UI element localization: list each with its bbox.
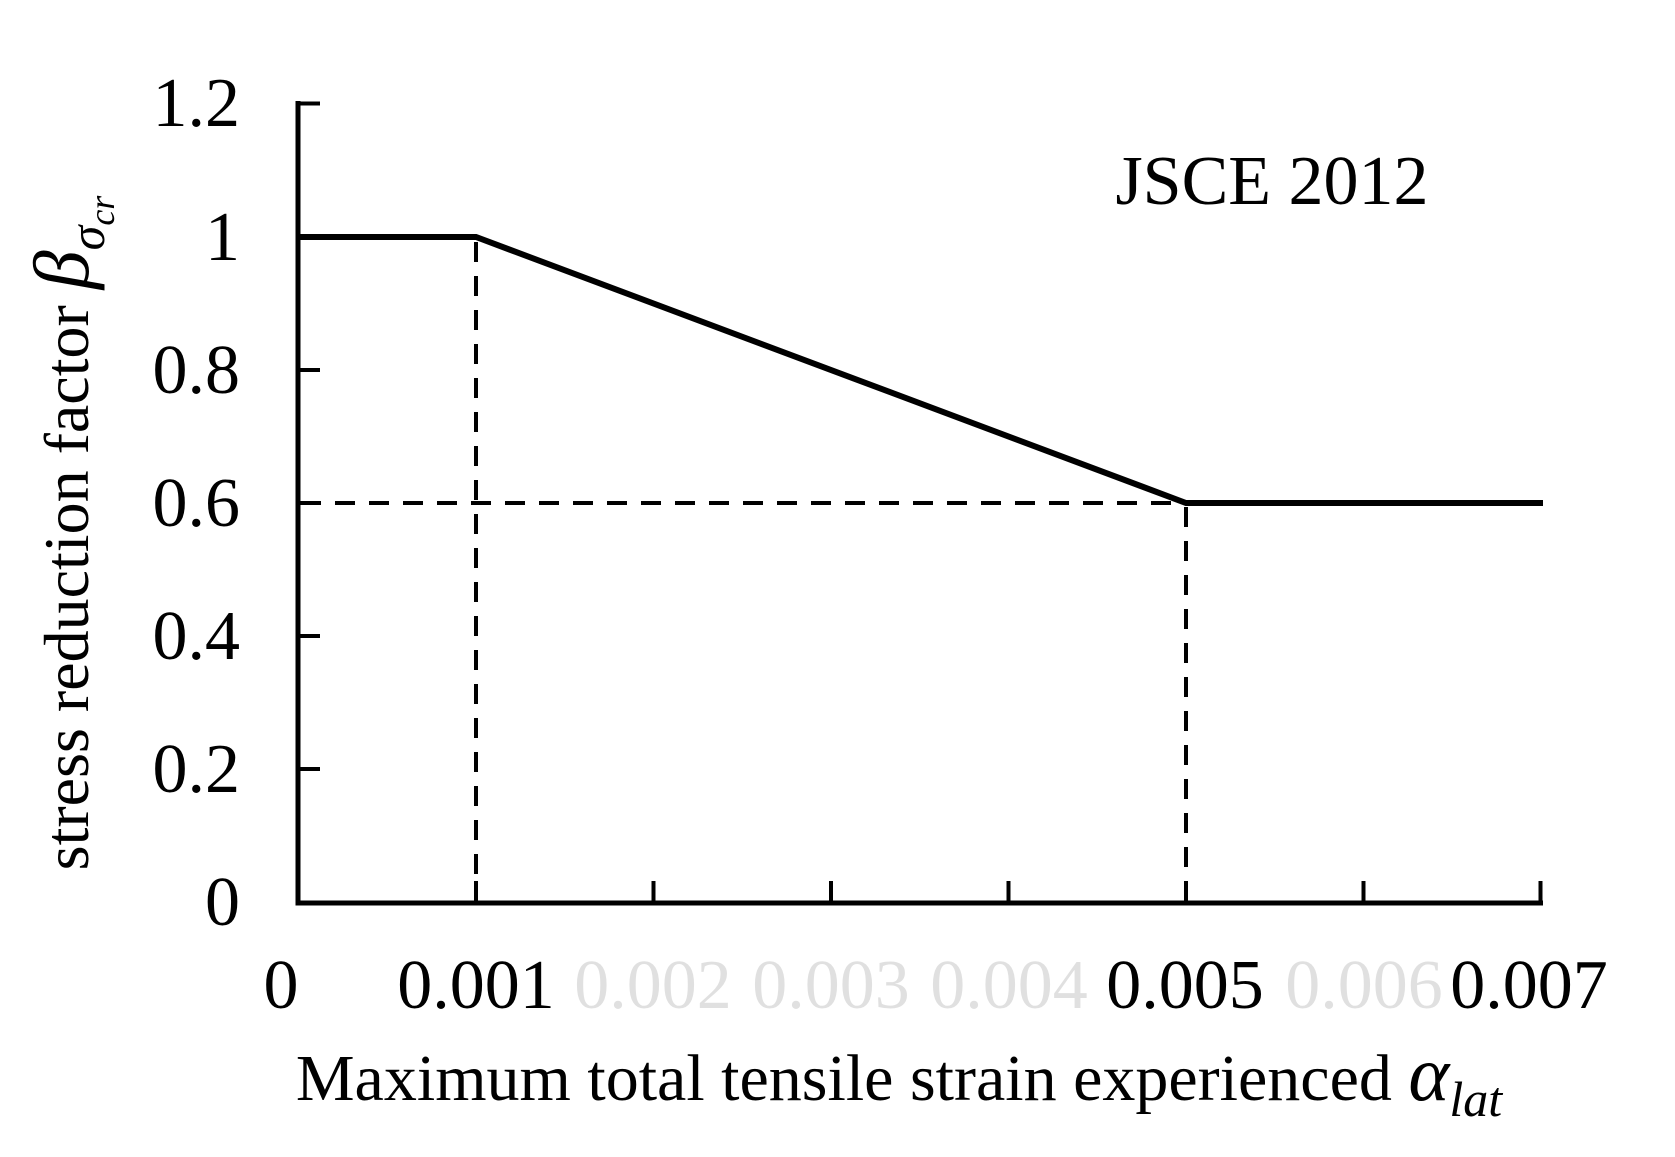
y-axis-title-beta-symbol: β (18, 250, 105, 291)
x-tick-label-0: 0 (264, 947, 299, 1024)
annotation-jsce-2012: JSCE 2012 (1115, 143, 1428, 220)
x-tick-ghost-label-0004: 0.004 (930, 947, 1088, 1024)
y-axis-title-subscript-sigma: σ (59, 223, 115, 250)
y-tick-label-1p0: 1 (205, 199, 240, 276)
x-tick-label-0001: 0.001 (397, 947, 555, 1024)
x-tick-label-0007: 0.007 (1450, 947, 1608, 1024)
y-axis-title-subscript-cr: cr (82, 195, 122, 226)
x-axis-title: Maximum total tensile strain experienced… (296, 1030, 1503, 1127)
x-axis-title-alpha-symbol: α (1408, 1030, 1451, 1117)
x-tick-ghost-label-0003: 0.003 (752, 947, 910, 1024)
y-tick-label-0p2: 0.2 (153, 731, 241, 808)
y-tick-label-1p2: 1.2 (153, 65, 241, 142)
y-axis-title: stress reduction factor βσcr (18, 195, 122, 871)
x-axis-title-subscript-lat: lat (1449, 1071, 1503, 1127)
y-tick-label-0p4: 0.4 (153, 598, 241, 675)
x-tick-ghost-label-0006: 0.006 (1285, 947, 1443, 1024)
y-tick-label-0p6: 0.6 (153, 465, 241, 542)
series-line-stress-reduction (298, 234, 1543, 506)
y-axis-title-text: stress reduction factor (31, 289, 102, 870)
x-tick-label-0005: 0.005 (1106, 947, 1264, 1024)
x-tick-ghost-label-0002: 0.002 (574, 947, 732, 1024)
y-tick-label-0: 0 (205, 864, 240, 941)
y-tick-label-0p8: 0.8 (153, 332, 241, 409)
x-axis-title-text: Maximum total tensile strain experienced (296, 1042, 1409, 1115)
